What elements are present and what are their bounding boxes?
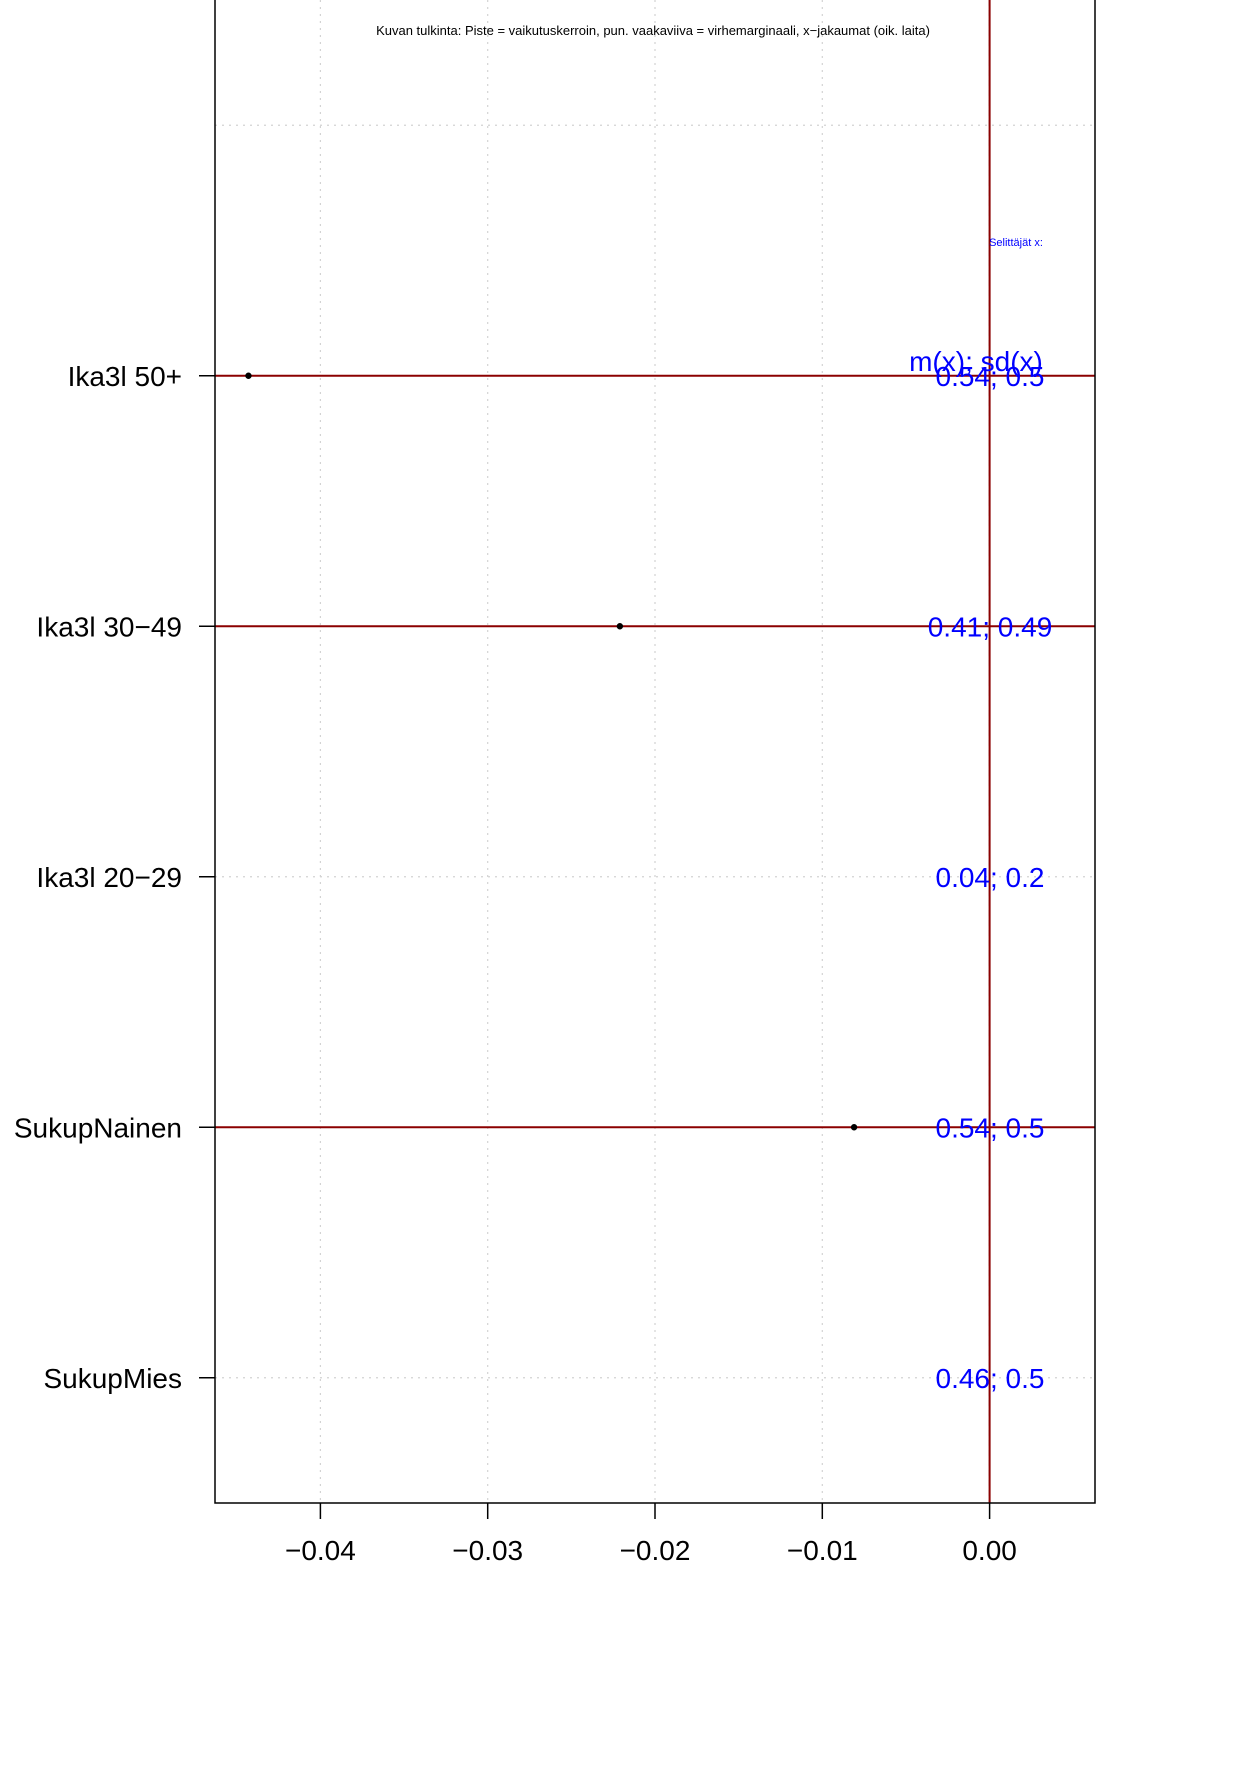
stats-header: m(x); sd(x) xyxy=(909,346,1043,377)
y-tick-label-1: Ika3l 30−49 xyxy=(36,611,182,642)
y-tick-label-3: SukupNainen xyxy=(14,1112,182,1143)
legend-title: Selittäjät x: xyxy=(989,237,1043,249)
row-stats-3: 0.54; 0.5 xyxy=(936,1112,1045,1143)
axis-layer: −0.04 −0.03 −0.02 −0.01 0.00 Ika3l 50+ Ika3l 3… xyxy=(14,361,1017,1566)
y-tick-label-4: SukupMies xyxy=(43,1363,182,1394)
coef-point-1 xyxy=(616,623,624,630)
row-stats-1: 0.41; 0.49 xyxy=(928,611,1053,642)
stats-layer: 0.54; 0.5 0.41; 0.49 0.04; 0.2 0.54; 0.5 0.4… xyxy=(928,361,1053,1394)
point-layer xyxy=(245,372,858,1131)
y-tick-label-2: Ika3l 20−29 xyxy=(36,862,182,893)
row-stats-4: 0.46; 0.5 xyxy=(936,1363,1045,1394)
row-stats-0: 0.54; 0.5 xyxy=(936,361,1045,392)
coef-point-3 xyxy=(850,1124,858,1131)
x-tick-label-0: −0.04 xyxy=(285,1535,356,1566)
chart-annotation: Kuvan tulkinta: Piste = vaikutuskerroin,… xyxy=(376,23,930,38)
x-tick-label-2: −0.02 xyxy=(620,1535,691,1566)
interval-layer xyxy=(215,374,1095,1129)
x-tick-label-4: 0.00 xyxy=(962,1535,1017,1566)
y-tick-label-0: Ika3l 50+ xyxy=(68,361,182,392)
row-stats-2: 0.04; 0.2 xyxy=(936,862,1045,893)
grid-layer xyxy=(215,0,1095,1503)
x-tick-label-1: −0.03 xyxy=(452,1535,523,1566)
coef-point-0 xyxy=(245,372,252,379)
x-tick-label-3: −0.01 xyxy=(787,1535,858,1566)
